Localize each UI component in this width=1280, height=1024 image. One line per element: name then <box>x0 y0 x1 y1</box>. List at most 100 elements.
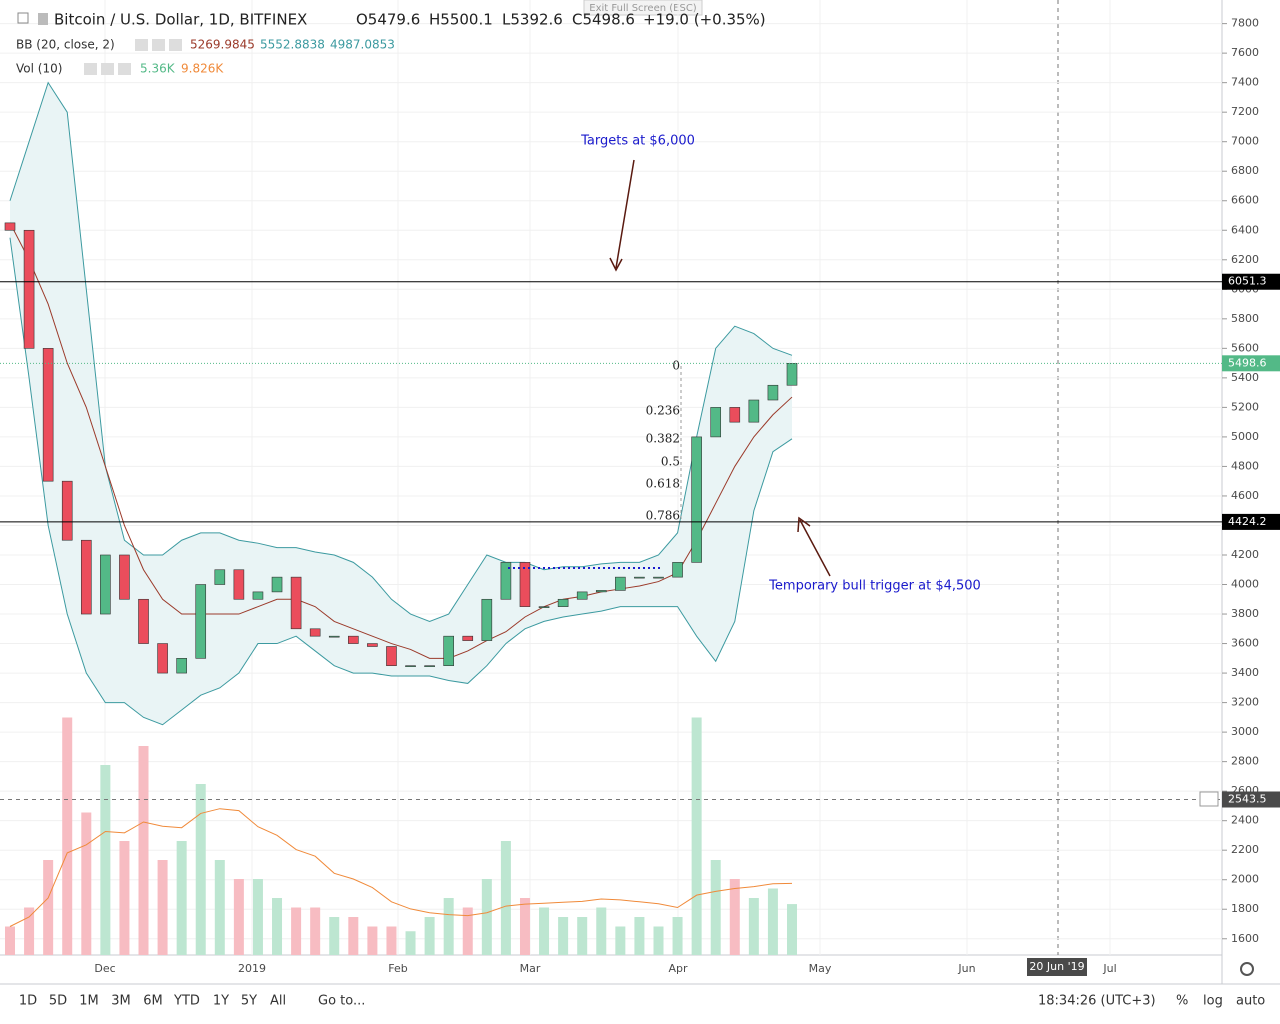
volume-bar <box>405 931 416 955</box>
price-tag <box>1222 273 1280 290</box>
volume-bar <box>691 717 702 955</box>
volume-bar <box>43 860 54 955</box>
candle <box>386 646 397 666</box>
x-tick-label: Dec <box>94 962 115 975</box>
icon[interactable] <box>169 39 182 51</box>
price-tag-label: 4424.2 <box>1228 515 1267 528</box>
range-button[interactable]: 5D <box>49 994 67 1009</box>
candle <box>748 399 760 423</box>
x-tick-label: 2019 <box>238 962 266 975</box>
volume-bar <box>481 879 492 955</box>
icon[interactable] <box>118 63 131 75</box>
y-tick-label: 3200 <box>1231 696 1259 709</box>
ohlc-low: L5392.6 <box>502 11 563 29</box>
candle <box>176 658 187 674</box>
arrow <box>799 519 831 577</box>
bb-bb_upper <box>9 81 793 622</box>
exit-fullscreen[interactable] <box>583 0 703 16</box>
candle <box>42 348 54 482</box>
vol-name[interactable]: Vol (10) <box>16 62 62 76</box>
collapse-icon[interactable] <box>17 12 29 24</box>
y-tick-label: 2200 <box>1231 843 1259 856</box>
y-tick-label: 7800 <box>1231 17 1259 30</box>
range-button[interactable]: 3M <box>111 994 131 1009</box>
y-tick-label: 6600 <box>1231 194 1259 207</box>
volume-bar <box>672 917 683 955</box>
y-tick-label: 6800 <box>1231 164 1259 177</box>
x-tick-label: May <box>809 962 832 975</box>
candle <box>462 635 474 641</box>
settings-icon[interactable] <box>1240 962 1254 976</box>
y-tick-label: 7600 <box>1231 46 1259 59</box>
candle <box>348 635 359 644</box>
volume-bar <box>195 784 206 955</box>
bb-bb_basis <box>9 222 793 659</box>
annotation: Temporary bull trigger at $4,500 <box>768 579 981 594</box>
y-tick-label: 4800 <box>1231 459 1259 472</box>
y-tick-label: 1600 <box>1231 932 1259 945</box>
candle <box>615 576 626 591</box>
x-tick-label: Jul <box>1102 962 1116 975</box>
candle <box>157 643 168 674</box>
volume-bar <box>310 907 321 955</box>
volume-bar <box>443 898 454 955</box>
volume-bar <box>100 765 111 955</box>
x-tick-label: Jun <box>957 962 975 975</box>
candle <box>4 222 16 231</box>
candle <box>576 591 588 600</box>
volume-bar <box>787 904 797 955</box>
price-tag-label: 2543.5 <box>1228 792 1267 805</box>
volume-bar <box>462 907 473 955</box>
bb-name[interactable]: BB (20, close, 2) <box>16 38 115 52</box>
volume-bar <box>367 926 378 955</box>
candle <box>80 539 92 615</box>
x-tick-label: Mar <box>520 962 541 975</box>
crosshair-plus[interactable] <box>1199 791 1219 807</box>
y-tick-label: 4200 <box>1231 548 1259 561</box>
volume-bar <box>176 841 187 955</box>
volume-bar <box>138 746 149 955</box>
volume-bar <box>214 860 225 955</box>
bb-lower: 4987.0853 <box>330 38 395 52</box>
y-tick-label: 3400 <box>1231 666 1259 679</box>
volume-bar <box>291 907 302 955</box>
exit-text[interactable]: Exit Full Screen (ESC) <box>589 3 697 14</box>
bb-basis: 5269.9845 <box>190 38 255 52</box>
range-button[interactable]: 5Y <box>241 994 257 1009</box>
ohlc-high: H5500.1 <box>429 11 493 29</box>
range-button[interactable]: 6M <box>143 994 163 1009</box>
y-tick-label: 3800 <box>1231 607 1259 620</box>
range-button[interactable]: 1M <box>79 994 99 1009</box>
range-button[interactable]: YTD <box>173 994 200 1009</box>
candle <box>481 598 493 641</box>
icon[interactable] <box>152 39 165 51</box>
candle <box>100 554 111 615</box>
icon[interactable] <box>135 39 148 51</box>
volume-bar <box>539 907 550 955</box>
range-button[interactable]: All <box>270 994 286 1009</box>
percent-toggle[interactable]: % <box>1176 994 1188 1009</box>
icon[interactable] <box>101 63 114 75</box>
symbol[interactable]: Bitcoin / U.S. Dollar, 1D, BITFINEX <box>54 11 307 29</box>
volume-bar <box>272 898 283 955</box>
candle <box>595 590 607 593</box>
arrow <box>615 159 635 269</box>
fib-label: 0.236 <box>646 404 680 418</box>
auto-toggle[interactable]: auto <box>1236 994 1265 1009</box>
y-tick-label: 4000 <box>1231 578 1259 591</box>
volume-bar <box>577 917 588 955</box>
ohlc-close: C5498.6 <box>572 11 635 29</box>
fib-label: 0.5 <box>661 455 680 469</box>
icon[interactable] <box>84 63 97 75</box>
fib-label: 0.786 <box>646 509 680 523</box>
log-toggle[interactable]: log <box>1203 994 1223 1009</box>
range-button[interactable]: 1D <box>19 994 37 1009</box>
goto[interactable]: Go to... <box>318 994 365 1009</box>
y-tick-label: 3600 <box>1231 637 1259 650</box>
x-tick-label: Feb <box>388 962 407 975</box>
range-button[interactable]: 1Y <box>213 994 229 1009</box>
volume-bar <box>252 879 263 955</box>
fib-label: 0 <box>672 359 680 373</box>
